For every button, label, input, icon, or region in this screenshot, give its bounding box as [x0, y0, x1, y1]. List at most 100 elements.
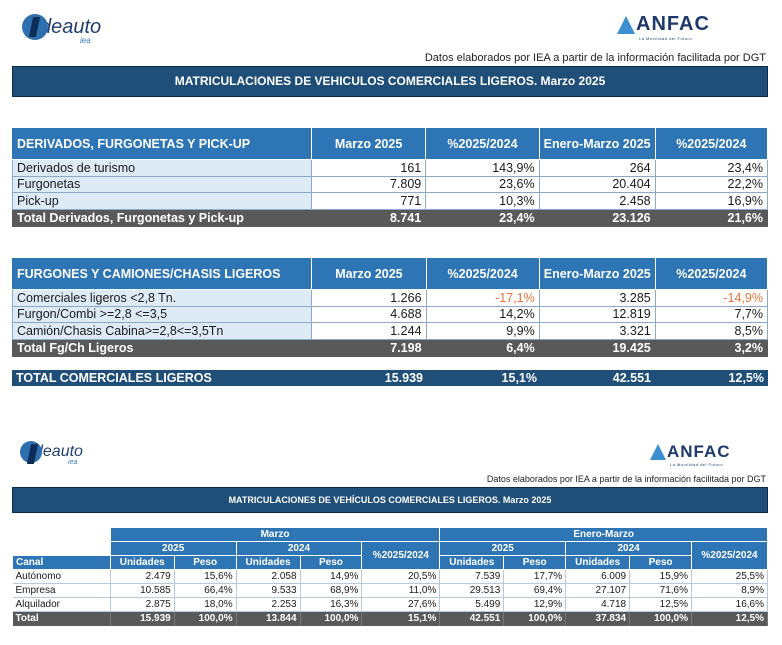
ideauto-logo-sub: iea: [68, 459, 78, 466]
year-2024: 2024: [235, 541, 363, 556]
derivados-header: DERIVADOS, FURGONETAS Y PICK-UP Marzo 20…: [12, 127, 769, 160]
row-label: Autónomo: [12, 569, 111, 584]
cell: 9.533: [236, 583, 301, 598]
cell: 20,5%: [361, 569, 441, 584]
anfac-logo-text: ANFAC: [636, 13, 710, 35]
total-label: Total: [12, 611, 111, 626]
pct-header: %2025/2024: [361, 541, 441, 570]
furgones-header-marzo: Marzo 2025: [311, 257, 427, 290]
table-row: Camión/Chasis Cabina>=2,8<=3,5Tn 1.244 9…: [11, 322, 769, 340]
unidades-header: Unidades: [439, 555, 505, 570]
cell: 7.539: [439, 569, 505, 584]
cell: 16,3%: [300, 597, 363, 612]
year-2025: 2025: [439, 541, 567, 556]
cell: 12,5%: [629, 597, 692, 612]
row-label: Camión/Chasis Cabina>=2,8<=3,5Tn: [11, 322, 313, 340]
cell: 6,4%: [425, 338, 540, 357]
cell: 15,9%: [629, 569, 692, 584]
canal-table: Marzo Enero-Marzo 2025 2024 %2025/2024 2…: [12, 527, 768, 626]
cell: 16,9%: [654, 192, 769, 210]
furgones-header: FURGONES Y CAMIONES/CHASIS LIGEROS Marzo…: [11, 257, 769, 290]
peso-header: Peso: [299, 555, 363, 570]
cell: 7.809: [310, 175, 427, 193]
cell: 8,9%: [691, 583, 768, 598]
total-row: Total Fg/Ch Ligeros 7.198 6,4% 19.425 3,…: [11, 338, 769, 357]
grand-total-row: TOTAL COMERCIALES LIGEROS 15.939 15,1% 4…: [12, 370, 768, 386]
page-title-bottom: MATRICULACIONES DE VEHÍCULOS COMERCIALES…: [12, 487, 768, 513]
cell: 8,5%: [654, 322, 769, 340]
table-row: Furgonetas 7.809 23,6% 20.404 22,2%: [12, 175, 769, 193]
grand-total-table: TOTAL COMERCIALES LIGEROS 15.939 15,1% 4…: [12, 370, 768, 386]
cell: 13.844: [236, 611, 301, 626]
ideauto-logo-text: deauto: [40, 15, 102, 38]
derivados-header-pct: %2025/2024: [425, 127, 540, 160]
cell: 2.458: [538, 192, 656, 210]
row-label: Alquilador: [12, 597, 111, 612]
total-row: Total Derivados, Furgonetas y Pick-up 8.…: [12, 208, 769, 227]
cell: 12,5%: [655, 370, 768, 386]
cell: 2.253: [236, 597, 301, 612]
cell: 12,5%: [691, 611, 768, 626]
anfac-logo: ANFAC La Movilidad del Futuro: [617, 13, 710, 41]
cell: 10.585: [110, 583, 175, 598]
cell: 771: [310, 192, 427, 210]
furgones-header-pct: %2025/2024: [425, 257, 540, 290]
row-label: Pick-up: [12, 192, 312, 210]
cell: 4.688: [311, 305, 427, 323]
row-label: Empresa: [12, 583, 111, 598]
cell: 27.107: [565, 583, 631, 598]
cell: 15,6%: [174, 569, 237, 584]
cell: 37.834: [565, 611, 631, 626]
derivados-header-label: DERIVADOS, FURGONETAS Y PICK-UP: [12, 127, 312, 160]
cell: 10,3%: [425, 192, 540, 210]
cell: 3.321: [538, 322, 656, 340]
table-row: Empresa 10.585 66,4% 9.533 68,9% 11,0% 2…: [12, 583, 768, 598]
canal-header: Canal: [12, 555, 111, 570]
row-label: Furgonetas: [12, 175, 312, 193]
furgones-header-label: FURGONES Y CAMIONES/CHASIS LIGEROS: [11, 257, 313, 290]
canal-header-cols: Canal Unidades Peso Unidades Peso Unidad…: [12, 555, 768, 570]
furgones-header-ytd: Enero-Marzo 2025: [538, 257, 656, 290]
anfac-logo-icon: [650, 444, 666, 460]
row-label: Derivados de turismo: [12, 159, 312, 177]
anfac-logo-bottom: ANFAC La Movilidad del Futuro: [650, 442, 731, 467]
table-row: Pick-up 771 10,3% 2.458 16,9%: [12, 192, 769, 210]
table-row: Alquilador 2.875 18,0% 2.253 16,3% 27,6%…: [12, 597, 768, 612]
unidades-header: Unidades: [565, 555, 631, 570]
cell: 23,4%: [654, 159, 769, 177]
ideauto-logo-bottom: deauto iea: [20, 441, 83, 466]
peso-header: Peso: [629, 555, 692, 570]
cell: 12.819: [538, 305, 656, 323]
cell: 14,9%: [300, 569, 363, 584]
cell: 68,9%: [300, 583, 363, 598]
cell: 264: [538, 159, 656, 177]
cell: 2.058: [236, 569, 301, 584]
cell: 1.244: [311, 322, 427, 340]
cell: 15,1%: [361, 611, 441, 626]
cell: 100,0%: [174, 611, 237, 626]
cell: 20.404: [538, 175, 656, 193]
cell: 12,9%: [503, 597, 567, 612]
total-row: Total 15.939 100,0% 13.844 100,0% 15,1% …: [12, 611, 768, 626]
anfac-logo-tagline: La Movilidad del Futuro: [639, 36, 693, 41]
group-enero-marzo: Enero-Marzo: [439, 527, 768, 542]
total-label: Total Fg/Ch Ligeros: [11, 338, 313, 357]
cell: 2.875: [110, 597, 175, 612]
cell: 66,4%: [174, 583, 237, 598]
cell: 9,9%: [425, 322, 540, 340]
anfac-logo-icon: [617, 15, 635, 34]
source-note-bottom: Datos elaborados por IEA a partir de la …: [486, 474, 766, 484]
ideauto-logo-sub: iea: [80, 36, 91, 45]
cell: 15.939: [110, 611, 175, 626]
table-row: Derivados de turismo 161 143,9% 264 23,4…: [12, 159, 769, 177]
cell: 11,0%: [361, 583, 441, 598]
cell: 18,0%: [174, 597, 237, 612]
cell: 23.126: [538, 208, 656, 227]
source-note: Datos elaborados por IEA a partir de la …: [424, 52, 766, 64]
cell: 22,2%: [654, 175, 769, 193]
cell: 42.551: [541, 370, 655, 386]
row-label: Comerciales ligeros <2,8 Tn.: [11, 289, 313, 307]
cell: 2.479: [110, 569, 175, 584]
cell: 8.741: [310, 208, 427, 227]
cell: 7.198: [311, 338, 427, 357]
